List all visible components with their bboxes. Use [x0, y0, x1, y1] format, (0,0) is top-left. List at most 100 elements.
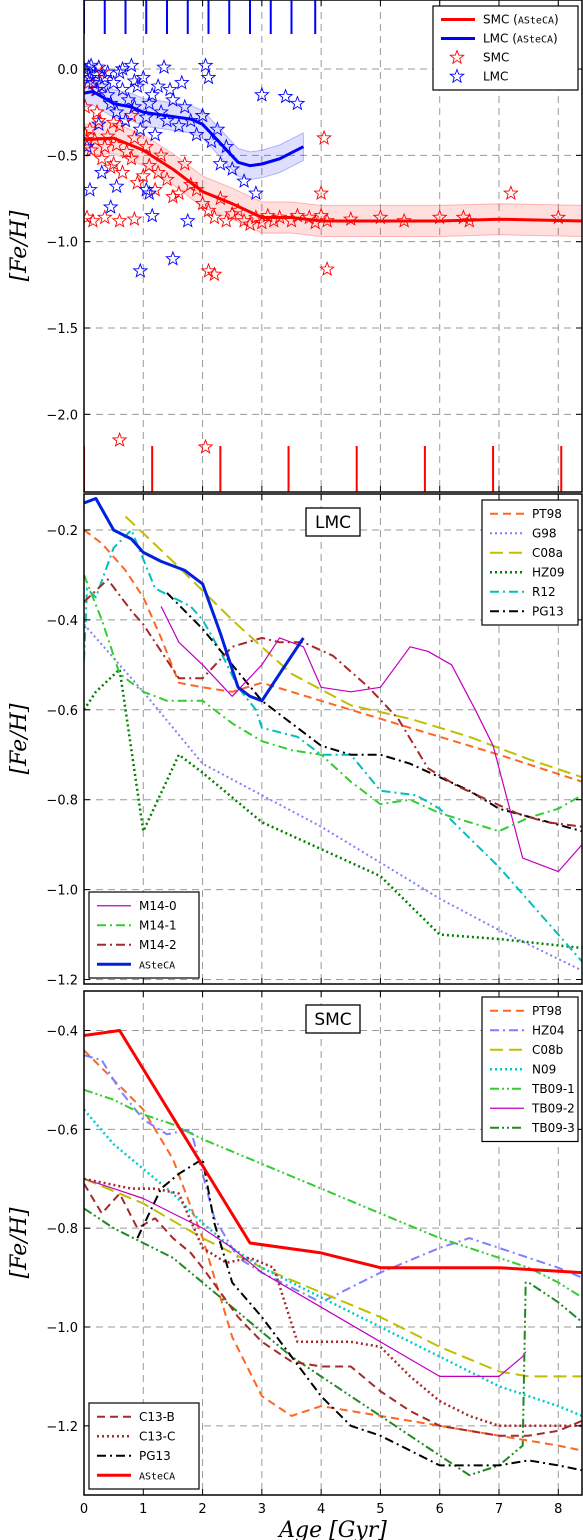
x-tick-label: 8	[554, 1502, 562, 1517]
lmc-cluster-point	[197, 57, 214, 73]
lmc-cluster-point	[212, 155, 229, 171]
lmc-cluster-point	[200, 69, 217, 85]
lmc-cluster-point	[188, 126, 205, 142]
smc-cluster-point	[96, 209, 113, 225]
smc-cluster-point	[123, 150, 140, 166]
lmc-cluster-point	[165, 250, 181, 266]
series-line-pg13	[166, 592, 582, 833]
plot-area	[84, 1029, 582, 1477]
series-line-m14-2	[84, 578, 582, 828]
y-axis-label: [Fe/H]	[7, 703, 32, 774]
y-tick-label: −0.2	[46, 524, 78, 539]
smc-cluster-point	[197, 438, 214, 454]
smc-cluster-point	[90, 112, 107, 128]
lmc-cluster-point	[144, 207, 161, 223]
legend-label: M14-1	[139, 918, 177, 932]
legend-label: HZ09	[532, 565, 565, 579]
lmc-cluster-point	[108, 103, 125, 119]
axes-frame	[83, 990, 583, 1496]
smc-cluster-point	[253, 214, 270, 230]
legend-label: R12	[532, 585, 556, 599]
smc-cluster-point	[138, 138, 155, 154]
smc-cluster-point	[93, 150, 110, 166]
x-tick-label: 7	[495, 1502, 503, 1517]
lmc-cluster-point	[141, 184, 158, 201]
lmc-cluster-point	[156, 59, 172, 75]
lmc-cluster-point	[93, 78, 110, 94]
lmc-cluster-point	[132, 262, 149, 278]
x-tick-label: 1	[139, 1502, 147, 1517]
panel-title-box	[305, 507, 361, 537]
lmc-cluster-point	[135, 69, 152, 85]
lmc-cluster-point	[141, 95, 158, 111]
smc-cluster-point	[126, 129, 143, 145]
lmc-cluster-point	[170, 117, 187, 133]
smc-cluster-point	[114, 164, 131, 180]
smc-cluster-point	[84, 141, 100, 157]
legend-label: PT98	[532, 507, 562, 521]
y-tick-label: −0.4	[46, 614, 78, 629]
lmc-cluster-point	[138, 109, 155, 125]
series-line-pt98	[84, 529, 582, 783]
smc-cluster-point	[319, 261, 335, 277]
lmc-cluster-point	[105, 74, 122, 90]
smc-cluster-point	[105, 155, 122, 171]
lmc-cluster-point	[114, 81, 131, 97]
legend-label: C08b	[532, 1043, 563, 1057]
panel-title-text: SMC	[314, 1010, 351, 1030]
smc-cluster-point	[84, 121, 98, 137]
smc-cluster-point	[319, 212, 335, 228]
lmc-cluster-point	[84, 138, 95, 154]
plot-area	[84, 497, 582, 972]
y-tick-label: −0.8	[46, 794, 78, 809]
smc-cluster-point	[188, 181, 205, 197]
x-tick-label: 3	[258, 1502, 266, 1517]
lmc-cluster-point	[120, 91, 137, 107]
legend-label: PT98	[532, 1004, 562, 1018]
series-line-m14-1	[84, 574, 582, 833]
smc-cluster-point	[194, 195, 211, 211]
lmc-cluster-point	[132, 121, 149, 137]
lmc-cluster-point	[179, 212, 196, 228]
legend-label: TB09-3	[531, 1121, 575, 1135]
series-line-lmc-asteca-	[84, 90, 305, 168]
legend-label: PG13	[139, 1449, 171, 1463]
legend-label: C13-B	[139, 1410, 175, 1424]
legend-label: M14-2	[139, 938, 177, 952]
lmc-cluster-point	[194, 107, 211, 123]
legend-box	[481, 499, 579, 626]
lmc-cluster-point	[114, 60, 131, 76]
smc-cluster-point	[200, 202, 217, 218]
legend-marker	[449, 49, 465, 65]
smc-cluster-point	[111, 212, 128, 228]
y-tick-label: −0.6	[46, 704, 78, 719]
y-axis-label: [Fe/H]	[7, 1207, 32, 1278]
smc-cluster-point	[242, 216, 258, 232]
y-tick-label: 0.0	[57, 63, 78, 78]
series-line-asteca	[84, 1029, 582, 1275]
x-tick-label: 0	[80, 1502, 88, 1517]
smc-cluster-point	[206, 209, 223, 225]
lmc-cluster-point	[123, 57, 140, 73]
lmc-cluster-point	[248, 185, 264, 201]
smc-cluster-point	[141, 157, 158, 173]
smc-cluster-point	[89, 103, 105, 119]
panel-combined-amr: 0.0 −0.5 −1.0 −1.5 −2.0 [Fe/H] SMC (ASteCA) LMC…	[7, 0, 583, 493]
lmc-cluster-point	[289, 95, 306, 111]
series-line-c13-b	[84, 1183, 582, 1437]
series-line-c08b	[84, 1177, 582, 1378]
series-line-c13-c	[84, 1177, 582, 1428]
smc-cluster-point	[111, 117, 128, 133]
lmc-cluster-point	[84, 60, 92, 76]
panel-title-box	[305, 1004, 361, 1034]
y-tick-label: −1.0	[46, 1321, 78, 1336]
smc-cluster-point	[176, 155, 193, 171]
legend-label: PG13	[532, 604, 564, 618]
series-line-g98	[84, 623, 582, 972]
smc-cluster-point	[313, 185, 330, 201]
legend-label: G98	[532, 526, 557, 540]
legend-label: C13-C	[139, 1429, 175, 1443]
smc-cluster-point	[206, 266, 223, 282]
lmc-cluster-point	[236, 173, 252, 188]
